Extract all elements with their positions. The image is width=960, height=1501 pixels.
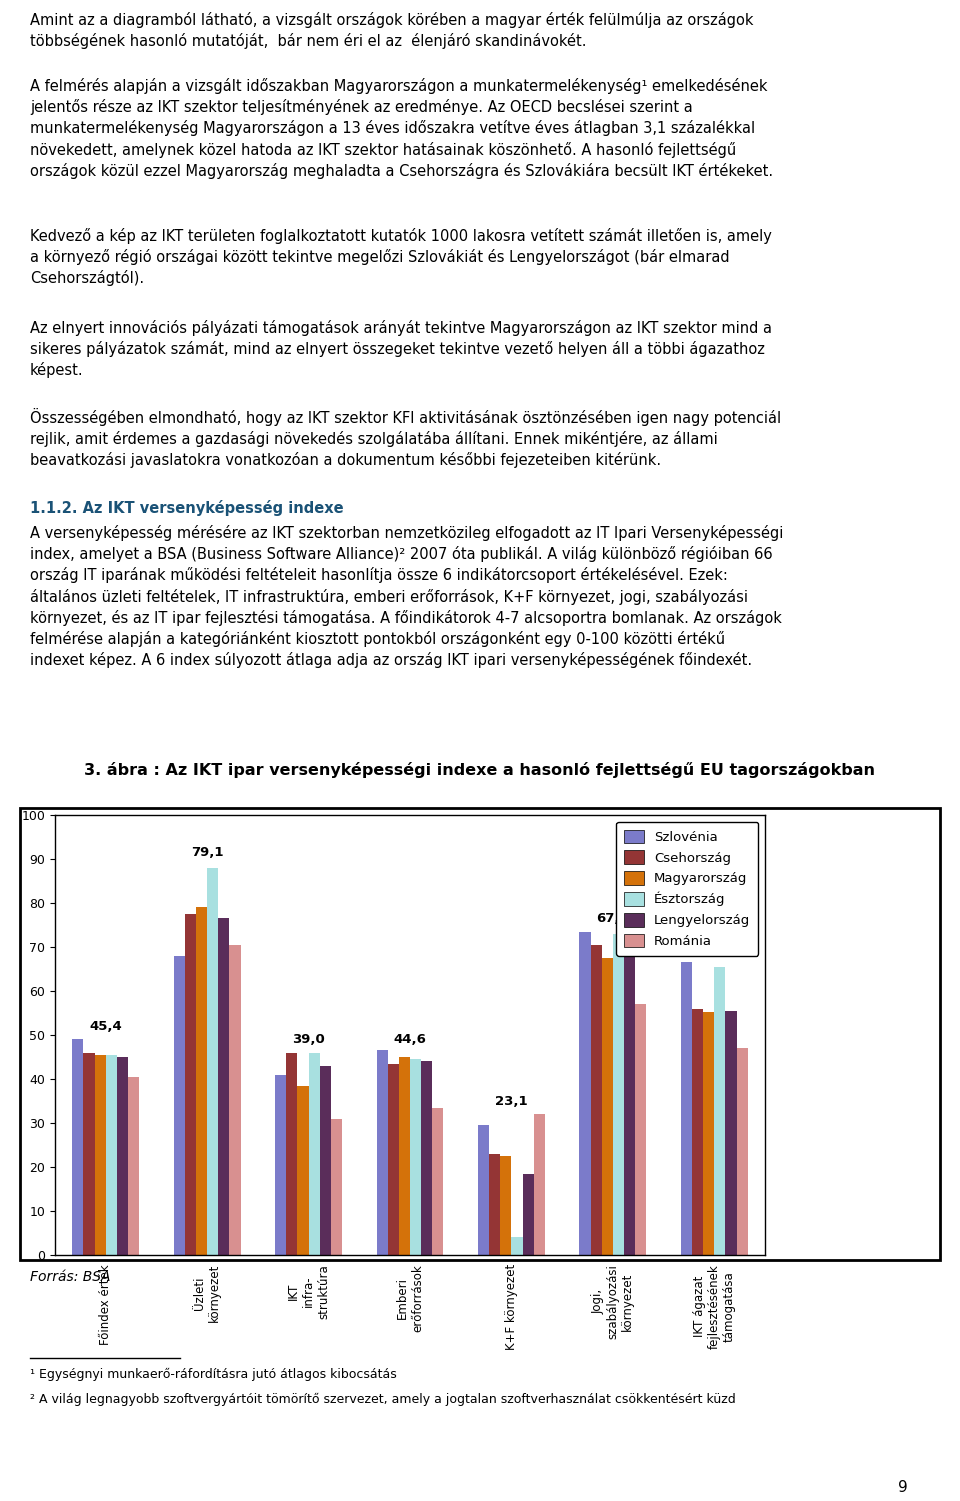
Bar [636,1004,646,1255]
Bar [106,1055,117,1255]
Bar [602,958,612,1255]
Bar [276,1075,286,1255]
Bar [229,944,241,1255]
Bar [117,1057,128,1255]
Text: Kedvező a kép az IKT területen foglalkoztatott kutatók 1000 lakosra vetített szá: Kedvező a kép az IKT területen foglalkoz… [30,228,772,287]
Bar [612,934,624,1255]
Bar [714,967,726,1255]
Bar [320,1066,331,1255]
Bar [726,1010,736,1255]
Bar [72,1039,84,1255]
Bar [376,1051,388,1255]
Text: Amint az a diagramból látható, a vizsgált országok körében a magyar érték felülm: Amint az a diagramból látható, a vizsgál… [30,12,754,50]
Bar [736,1048,748,1255]
Bar [478,1126,489,1255]
Bar [489,1154,500,1255]
Text: Összességében elmondható, hogy az IKT szektor KFI aktivitásának ösztönzésében ig: Összességében elmondható, hogy az IKT sz… [30,408,781,468]
Text: 1.1.2. Az IKT versenyképesség indexe: 1.1.2. Az IKT versenyképesség indexe [30,500,344,516]
Bar [298,1085,308,1255]
Bar [218,919,229,1255]
Text: A felmérés alapján a vizsgált időszakban Magyarországon a munkatermelékenység¹ e: A felmérés alapján a vizsgált időszakban… [30,78,773,179]
Text: Forrás: BSA: Forrás: BSA [30,1270,110,1283]
Bar [331,1118,342,1255]
Text: A versenyképesség mérésére az IKT szektorban nemzetközileg elfogadott az IT Ipar: A versenyképesség mérésére az IKT szekto… [30,525,783,668]
Text: 9: 9 [898,1480,907,1495]
Bar [207,868,218,1255]
Text: ¹ Egységnyi munkaerő-ráfordításra jutó átlagos kibocsátás: ¹ Egységnyi munkaerő-ráfordításra jutó á… [30,1367,396,1381]
Bar [512,1237,522,1255]
Text: ² A világ legnagyobb szoftvergyártóit tömörítő szervezet, amely a jogtalan szoft: ² A világ legnagyobb szoftvergyártóit tö… [30,1393,735,1406]
Bar [128,1076,139,1255]
Bar [432,1108,444,1255]
Bar [398,1057,410,1255]
Text: 44,6: 44,6 [394,1033,426,1046]
Bar [286,1052,298,1255]
Bar [410,1060,421,1255]
Bar [185,914,196,1255]
Bar [308,1052,320,1255]
Bar [94,1055,106,1255]
Legend: Szlovénia, Csehország, Magyarország, Észtország, Lengyelország, Románia: Szlovénia, Csehország, Magyarország, Ész… [616,821,758,956]
Bar [580,932,590,1255]
Bar [703,1012,714,1255]
Bar [388,1064,398,1255]
Text: Az elnyert innovációs pályázati támogatások arányát tekintve Magyarországon az I: Az elnyert innovációs pályázati támogatá… [30,320,772,378]
Bar [692,1009,703,1255]
Text: 23,1: 23,1 [495,1094,528,1108]
Text: 3. ábra : Az IKT ipar versenyképességi indexe a hasonló fejlettségű EU tagország: 3. ábra : Az IKT ipar versenyképességi i… [84,763,876,778]
Bar [522,1174,534,1255]
Bar [196,907,207,1255]
Bar [421,1061,432,1255]
Bar [500,1156,512,1255]
Text: 79,1: 79,1 [191,847,224,859]
Bar [590,944,602,1255]
Bar [174,956,185,1255]
Bar [681,962,692,1255]
Text: 55,2: 55,2 [698,946,731,958]
Text: 67,5: 67,5 [596,913,629,925]
Text: 39,0: 39,0 [292,1033,324,1046]
Bar [534,1114,545,1255]
Bar [84,1052,94,1255]
Bar [624,947,636,1255]
Text: 45,4: 45,4 [89,1019,122,1033]
